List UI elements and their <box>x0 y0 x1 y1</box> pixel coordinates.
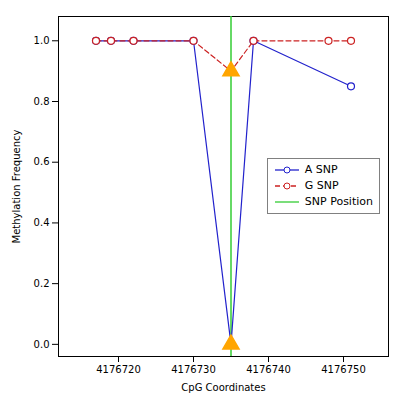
svg-text:0.8: 0.8 <box>34 96 50 107</box>
svg-text:0.0: 0.0 <box>34 339 50 350</box>
html-text:G SNP: G SNP <box>304 179 339 192</box>
html-text:SNP Position: SNP Position <box>304 195 373 208</box>
svg-text:4176740: 4176740 <box>246 364 291 375</box>
svg-text:4176730: 4176730 <box>171 364 216 375</box>
svg-text:Methylation Frequency: Methylation Frequency <box>11 129 22 243</box>
svg-text:4176720: 4176720 <box>96 364 141 375</box>
svg-text:0.6: 0.6 <box>34 156 50 167</box>
svg-text:1.0: 1.0 <box>34 35 50 46</box>
svg-text:CpG Coordinates: CpG Coordinates <box>181 382 265 393</box>
svg-text:0.4: 0.4 <box>34 217 50 228</box>
svg-text:0.2: 0.2 <box>34 278 50 289</box>
html-text:A SNP: A SNP <box>304 163 338 176</box>
svg-text:4176750: 4176750 <box>321 364 366 375</box>
